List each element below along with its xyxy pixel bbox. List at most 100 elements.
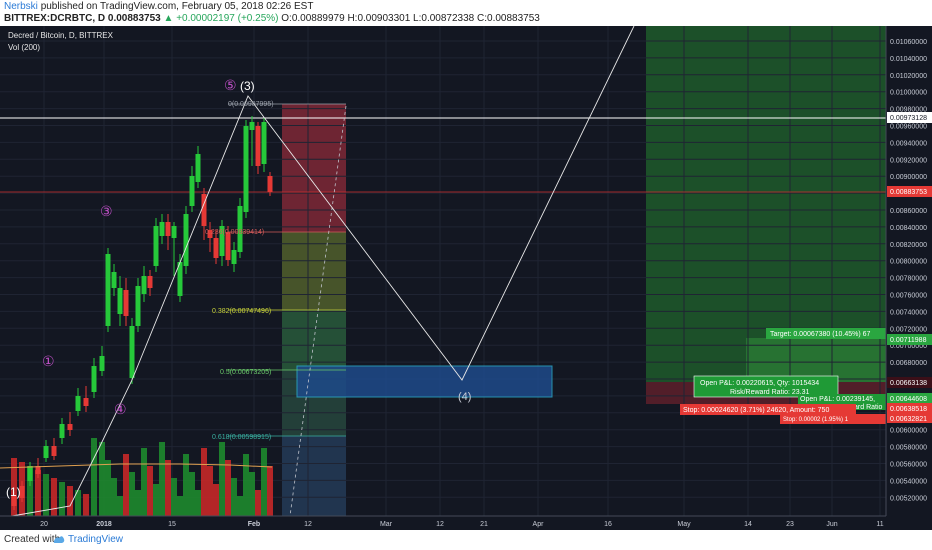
price-tick-label: 0.00820000: [890, 242, 927, 249]
candle-body: [123, 290, 129, 316]
pnl-label: Open P&L: 0.00220615, Qty: 1015434: [700, 380, 819, 387]
wave-5-label[interactable]: ⑤: [224, 78, 237, 94]
volume-bar: [195, 490, 201, 516]
time-tick-label: Apr: [533, 521, 545, 528]
volume-bar: [225, 460, 231, 516]
tag-white-bg: [887, 112, 932, 123]
wave-1-label[interactable]: ①: [42, 354, 55, 370]
volume-bar: [141, 448, 147, 516]
candle-body: [261, 122, 267, 164]
candle-body: [147, 276, 153, 288]
price-tick-label: 0.00960000: [890, 124, 927, 131]
candle-body: [207, 230, 213, 238]
volume-bar: [159, 442, 165, 516]
position2-profit-zone: [746, 338, 886, 382]
volume-bar: [111, 478, 117, 516]
time-tick-label: 14: [744, 521, 752, 528]
price-tick-label: 0.01000000: [890, 90, 927, 97]
time-tick-label: 21: [480, 521, 488, 528]
price-tick-label: 0.00540000: [890, 478, 927, 485]
price-axis[interactable]: [886, 26, 932, 530]
big-wave-3-label[interactable]: (3): [240, 79, 255, 93]
tag-green2-bg: [887, 393, 932, 404]
price-tick-label: 0.00800000: [890, 259, 927, 266]
pnl-box[interactable]: [693, 375, 839, 398]
candlesticks: [11, 116, 273, 510]
volume-bar: [43, 474, 49, 516]
volume-bar: [237, 496, 243, 516]
tag-red1: 0.00638518: [890, 406, 927, 413]
time-tick-label: 15: [168, 521, 176, 528]
ticker-line: BITTREX:DCRBTC, D 0.00883753 ▲ +0.000021…: [4, 13, 540, 24]
volume-bar: [35, 470, 41, 516]
time-tick-label: 23: [786, 521, 794, 528]
pnl2-label: Open P&L: 0.00239145,: [800, 396, 875, 403]
price-tick-label: 0.00680000: [890, 360, 927, 367]
candle-body: [99, 356, 105, 371]
price-change: ▲ +0.00002197 (+0.25%): [163, 13, 279, 24]
last-price: 0.00883753: [107, 13, 161, 24]
ticker-symbol: BITTREX:DCRBTC, D: [4, 13, 106, 24]
candle-body: [51, 446, 57, 456]
volume-bar: [51, 478, 57, 516]
candle-body: [159, 222, 165, 236]
tradingview-brand-link[interactable]: TradingView: [68, 534, 124, 545]
wave-3-label[interactable]: ③: [100, 204, 113, 220]
price-tick-label: 0.00980000: [890, 107, 927, 114]
stop2-label[interactable]: Stop: 0.00002 (1.95%) 1: [783, 417, 849, 423]
volume-bar: [11, 458, 17, 516]
risk-reward-label: Risk/Reward Ratio: 23.31: [730, 389, 809, 396]
publish-info: published on TradingView.com, February 0…: [40, 1, 314, 12]
price-tick-label: 0.00700000: [890, 343, 927, 350]
stop-label-bg: [680, 404, 856, 415]
chart-area[interactable]: ① ③ ④ ⑤ (3) (1) (4) 0(0.00987995) 0.236(…: [0, 26, 932, 530]
volume-bar: [59, 482, 65, 516]
chart-symbol-title[interactable]: Decred / Bitcoin, D, BITTREX: [8, 31, 114, 40]
candle-body: [243, 126, 249, 212]
candle-body: [237, 206, 243, 252]
candle-body: [183, 214, 189, 266]
time-tick-label: 11: [876, 521, 883, 528]
tag-green2: 0.00644608: [890, 396, 927, 403]
time-tick-label: 12: [436, 521, 444, 528]
price-tick-label: 0.00580000: [890, 445, 927, 452]
volume-indicator-label[interactable]: Vol (200): [8, 43, 40, 52]
price-tick-label: 0.00780000: [890, 276, 927, 283]
candle-body: [19, 486, 25, 498]
big-wave-1-label[interactable]: (1): [6, 485, 21, 499]
position-profit-zone: [646, 26, 886, 382]
candle-body: [201, 194, 207, 226]
stop-label[interactable]: Stop: 0.00024620 (3.71%) 24620, Amount: …: [683, 407, 829, 414]
tag-maroon1-bg: [887, 377, 932, 388]
tag-red2-bg: [887, 413, 932, 423]
risk-reward2-label: Reward Ratio: [840, 404, 883, 411]
volume-bar: [91, 438, 97, 516]
volume-bar: [117, 496, 123, 516]
created-with-text: Created with: [4, 534, 61, 545]
tradingview-logo-icon: [53, 536, 65, 543]
volume-bar: [261, 448, 267, 516]
tag-white: 0.00973128: [890, 115, 927, 122]
author-link[interactable]: Nerbski: [4, 1, 38, 12]
price-tick-label: 0.00740000: [890, 309, 927, 316]
volume-bar: [75, 490, 81, 516]
volume-bar: [231, 478, 237, 516]
time-tick-label: 2018: [96, 521, 112, 528]
tag-green1: 0.00711988: [890, 337, 927, 344]
target-label[interactable]: Target: 0.00067380 (10.45%) 67: [770, 331, 871, 338]
time-axis[interactable]: [0, 516, 886, 530]
candle-body: [219, 226, 225, 256]
candle-body: [67, 424, 73, 430]
price-tick-label: 0.00560000: [890, 462, 927, 469]
candle-body: [91, 366, 97, 392]
wave4-target-box: [296, 365, 553, 398]
candle-body: [255, 126, 261, 166]
big-wave-4-label[interactable]: (4): [458, 391, 471, 403]
chart-canvas[interactable]: ① ③ ④ ⑤ (3) (1) (4) 0(0.00987995) 0.236(…: [0, 26, 932, 530]
stop2-label-bg: [780, 414, 886, 424]
wave-4-label[interactable]: ④: [114, 402, 127, 418]
time-axis-labels: 20 2018 15 Feb 12 Mar 12 21 Apr 16 May 14 23 Jun 11: [40, 521, 884, 528]
candle-body: [249, 122, 255, 130]
fib-label-5: 0.5(0.00673205): [220, 369, 271, 376]
time-tick-label: 20: [40, 521, 48, 528]
